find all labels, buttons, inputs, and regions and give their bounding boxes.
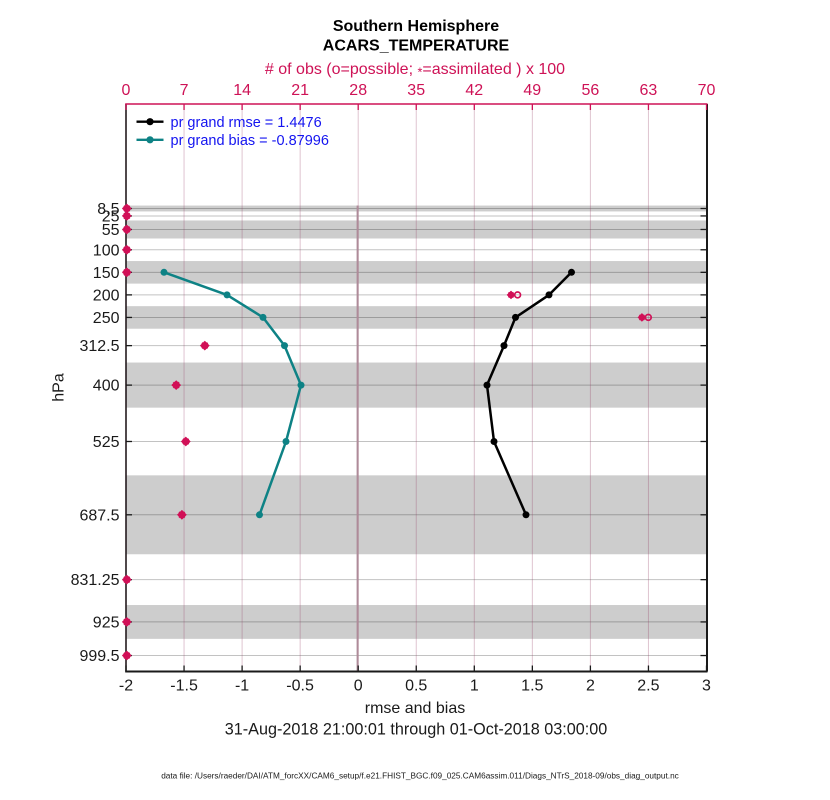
svg-text:pr grand rmse = 1.4476: pr grand rmse = 1.4476 — [171, 115, 322, 131]
svg-text:28: 28 — [349, 82, 367, 99]
svg-text:200: 200 — [93, 287, 120, 304]
svg-text:525: 525 — [93, 434, 120, 451]
svg-text:0: 0 — [122, 82, 131, 99]
svg-text:687.5: 687.5 — [79, 507, 119, 524]
svg-text:70: 70 — [698, 82, 716, 99]
svg-text:1: 1 — [470, 678, 479, 695]
svg-text:pr grand bias = -0.87996: pr grand bias = -0.87996 — [171, 133, 329, 149]
svg-text:data file: /Users/raeder/DAI/A: data file: /Users/raeder/DAI/ATM_forcXX/… — [161, 772, 679, 781]
svg-text:0: 0 — [354, 678, 363, 695]
svg-text:100: 100 — [93, 242, 120, 259]
svg-text:400: 400 — [93, 378, 120, 395]
svg-text:21: 21 — [291, 82, 309, 99]
svg-text:-1: -1 — [235, 678, 249, 695]
svg-text:250: 250 — [93, 310, 120, 327]
svg-text:1.5: 1.5 — [521, 678, 543, 695]
svg-text:3: 3 — [702, 678, 711, 695]
svg-text:hPa: hPa — [51, 373, 68, 402]
svg-text:-0.5: -0.5 — [286, 678, 314, 695]
svg-text:56: 56 — [582, 82, 600, 99]
svg-text:7: 7 — [180, 82, 189, 99]
svg-text:31-Aug-2018 21:00:01 through 0: 31-Aug-2018 21:00:01 through 01-Oct-2018… — [225, 721, 608, 739]
svg-text:2.5: 2.5 — [637, 678, 659, 695]
svg-text:ACARS_TEMPERATURE: ACARS_TEMPERATURE — [323, 38, 510, 55]
svg-text:14: 14 — [233, 82, 251, 99]
svg-text:925: 925 — [93, 614, 120, 631]
svg-text:0.5: 0.5 — [405, 678, 427, 695]
svg-text:Southern Hemisphere: Southern Hemisphere — [333, 18, 499, 35]
svg-text:# of obs (o=possible; *=assimi: # of obs (o=possible; *=assimilated ) x … — [265, 61, 565, 80]
svg-text:63: 63 — [640, 82, 658, 99]
svg-text:2: 2 — [586, 678, 595, 695]
svg-text:-1.5: -1.5 — [170, 678, 198, 695]
svg-text:rmse and bias: rmse and bias — [365, 700, 466, 717]
svg-text:25: 25 — [102, 208, 120, 225]
svg-text:55: 55 — [102, 222, 120, 239]
svg-text:831.25: 831.25 — [71, 572, 120, 589]
svg-text:150: 150 — [93, 265, 120, 282]
svg-text:35: 35 — [407, 82, 425, 99]
svg-text:999.5: 999.5 — [79, 648, 119, 665]
svg-text:8.5: 8.5 — [97, 201, 119, 218]
svg-text:-2: -2 — [119, 678, 133, 695]
svg-text:42: 42 — [465, 82, 483, 99]
svg-text:312.5: 312.5 — [79, 338, 119, 355]
svg-text:49: 49 — [523, 82, 541, 99]
